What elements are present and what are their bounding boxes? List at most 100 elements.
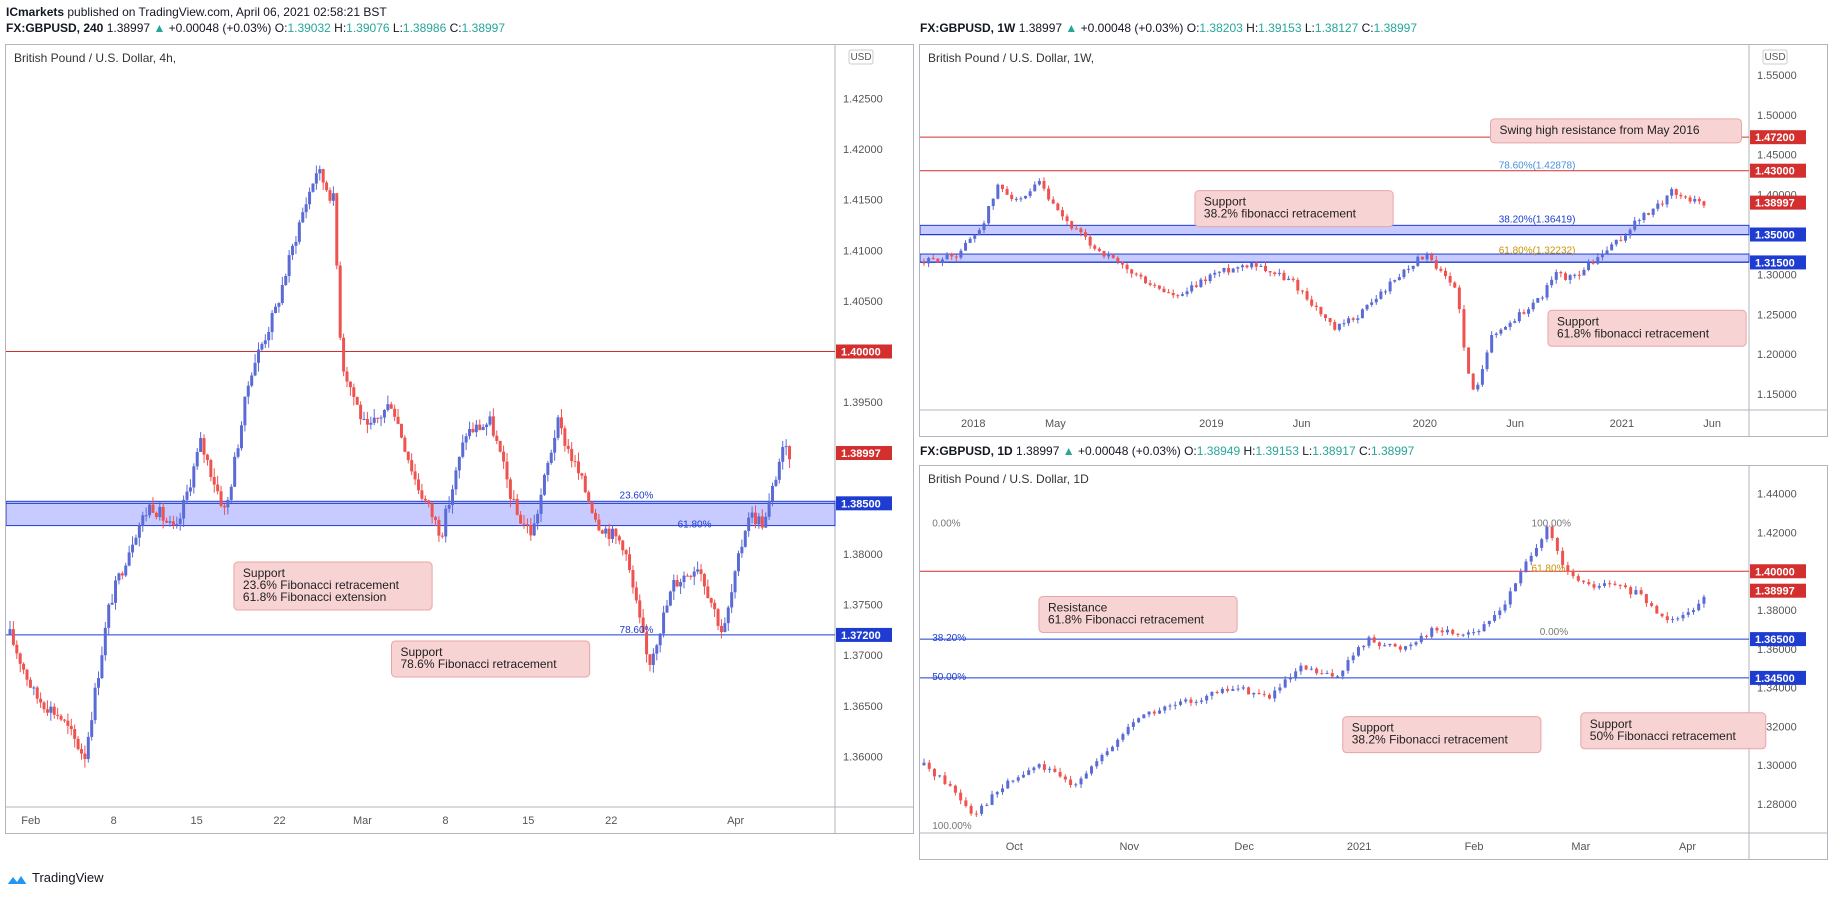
candle-body [1610, 244, 1614, 251]
left-change: +0.00048 (+0.03%) [168, 21, 272, 35]
candle-body [28, 679, 32, 688]
candle-body [1262, 694, 1266, 696]
topright-symbol: FX:GBPUSD, 1W [920, 21, 1016, 35]
chart-svg-4h[interactable]: USD 1.42500 1.42000 1.41500 1.41000 1.40500 1.… [6, 45, 913, 833]
candle-body [90, 720, 94, 737]
callout-text: Support [400, 645, 443, 659]
candle-body [1351, 318, 1355, 320]
candle-body [308, 191, 312, 205]
candle-body [1374, 298, 1378, 303]
price-tag [836, 446, 892, 461]
candle-body [274, 306, 278, 314]
tradingview-footer[interactable]: TradingView [6, 870, 104, 885]
price-tag-label: 1.38997 [1755, 198, 1795, 210]
price-tag-label: 1.47200 [1755, 132, 1795, 144]
candle-body [1134, 273, 1138, 275]
candle-body [940, 259, 944, 263]
y-tick-label: 1.42500 [843, 93, 883, 105]
candle-body [114, 580, 118, 603]
left-low: 1.38986 [402, 21, 447, 35]
candle-body [1573, 274, 1577, 276]
candle-body [1453, 282, 1457, 288]
candle-body [457, 456, 461, 471]
candle-body [777, 461, 781, 480]
candle-body [485, 424, 489, 428]
candle-body [1167, 292, 1171, 294]
candle-body [1287, 278, 1291, 281]
candle-body [1273, 272, 1277, 274]
candle-body [1688, 197, 1692, 202]
candle-body [1576, 576, 1580, 581]
candle-body [788, 446, 792, 460]
candle-body [1545, 526, 1549, 540]
candle-body [1139, 274, 1143, 277]
candle-body [1425, 635, 1429, 637]
candle-body [420, 490, 424, 499]
price-tag [1750, 195, 1806, 210]
candle-body [1618, 584, 1622, 586]
candle-body [1674, 189, 1678, 195]
candle-body [243, 396, 247, 426]
candle-body [498, 440, 502, 452]
candle-body [410, 460, 414, 472]
candle-body [977, 230, 981, 236]
candle-body [1208, 274, 1212, 282]
price-tag-label: 1.38500 [841, 498, 881, 510]
candle-body [1561, 550, 1565, 566]
candle-body [1037, 764, 1041, 768]
candle-body [774, 479, 778, 486]
candle-body [1485, 352, 1489, 370]
callout-box [1580, 712, 1767, 750]
candle-body [1398, 646, 1402, 650]
candle-body [559, 417, 563, 429]
candle-body [1240, 265, 1244, 268]
fib-label: 61.80% [678, 520, 712, 531]
chart-panel-1w[interactable]: British Pound / U.S. Dollar, 1W, USD 1.55… [919, 44, 1828, 437]
candle-body [922, 762, 926, 766]
candle-body [66, 720, 70, 726]
candle-body [25, 669, 29, 680]
candle-body [1178, 701, 1182, 705]
candle-body [536, 513, 540, 524]
candle-body [93, 687, 97, 721]
candle-body [328, 190, 332, 201]
candle-body [927, 762, 931, 769]
publisher-text: published on TradingView.com, April 06, … [67, 5, 387, 19]
candle-body [69, 725, 73, 730]
chart-panel-4h[interactable]: British Pound / U.S. Dollar, 4h, USD 1.42… [5, 44, 914, 834]
left-price: 1.38997 [106, 21, 151, 35]
candle-body [682, 575, 686, 583]
candle-body [519, 514, 523, 524]
candle-body [22, 663, 26, 670]
candle-body [1462, 309, 1466, 348]
candle-body [662, 612, 666, 634]
callout-text: 61.8% Fibonacci retracement [1048, 612, 1205, 626]
candle-body [321, 169, 325, 183]
y-tick-label: 1.42000 [843, 144, 883, 156]
callout-box [1489, 118, 1742, 144]
y-tick-label: 1.41500 [843, 195, 883, 207]
candle-body [973, 235, 977, 239]
candle-body [250, 375, 254, 386]
candle-body [1430, 254, 1434, 261]
candle-body [35, 687, 39, 699]
candle-body [784, 446, 788, 448]
candle-body [1409, 644, 1413, 647]
candle-body [1259, 265, 1263, 267]
candle-body [566, 445, 570, 449]
candle-body [1670, 189, 1674, 196]
topright-close: 1.38997 [1373, 21, 1418, 35]
chart-svg-1d[interactable]: 1.44000 1.42000 1.40000 1.38000 1.36000 1.340… [920, 466, 1827, 859]
topright-change: +0.00048 (+0.03%) [1080, 21, 1184, 35]
candle-body [1213, 272, 1217, 275]
candle-body [86, 736, 90, 760]
chart-panel-1d[interactable]: British Pound / U.S. Dollar, 1D 1.44000 1… [919, 465, 1828, 860]
candle-body [597, 519, 601, 531]
candle-body [959, 792, 963, 801]
chart-svg-1w[interactable]: USD1.550001.500001.450001.400001.350001.… [920, 45, 1827, 436]
candle-body [1531, 302, 1535, 310]
candle-body [1220, 688, 1224, 693]
publisher-name: ICmarkets [6, 5, 65, 19]
candle-body [991, 198, 995, 206]
fib-label: 0.00% [1540, 627, 1568, 638]
